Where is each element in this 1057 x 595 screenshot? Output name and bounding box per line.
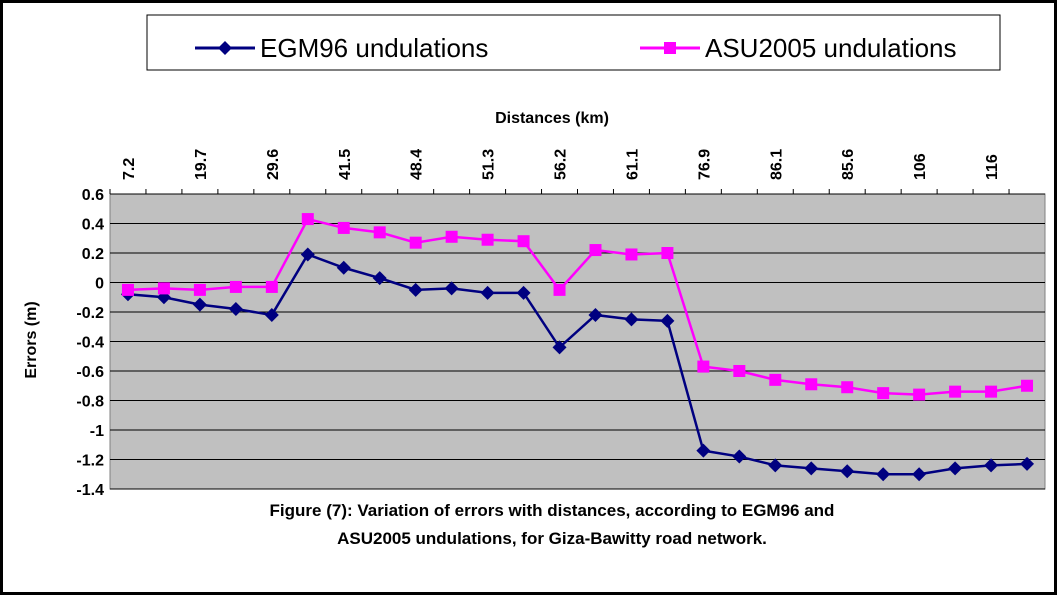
marker: [300, 247, 315, 262]
marker: [949, 385, 962, 398]
marker: [409, 236, 422, 249]
marker: [624, 312, 639, 327]
marker: [264, 307, 279, 322]
marker: [480, 285, 495, 300]
marker: [985, 385, 998, 398]
y-tick-label: -0.8: [76, 394, 104, 411]
x-tick-label: 85.6: [840, 149, 857, 180]
y-tick-label: -0.6: [76, 364, 104, 381]
caption: ASU2005 undulations, for Giza-Bawitty ro…: [337, 529, 767, 548]
x-tick-label: 86.1: [768, 149, 785, 180]
x-tick-label: 61.1: [624, 149, 641, 180]
marker: [336, 260, 351, 275]
caption: Figure (7): Variation of errors with dis…: [270, 501, 835, 520]
marker: [948, 461, 963, 476]
marker: [805, 378, 818, 391]
marker: [840, 464, 855, 479]
marker: [218, 41, 232, 55]
y-tick-label: 0.4: [82, 217, 104, 234]
marker: [876, 467, 891, 482]
marker: [588, 307, 603, 322]
marker: [732, 449, 747, 464]
marker: [625, 248, 638, 261]
y-tick-label: -1.2: [76, 453, 104, 470]
x-tick-label: 19.7: [193, 149, 210, 180]
marker: [445, 230, 458, 243]
x-tick-label: 41.5: [337, 149, 354, 180]
marker: [804, 461, 819, 476]
y-tick-label: 0.2: [82, 246, 104, 263]
marker: [408, 282, 423, 297]
marker: [192, 297, 207, 312]
marker: [984, 458, 999, 473]
x-tick-label: 48.4: [409, 149, 426, 180]
marker: [372, 271, 387, 286]
marker: [553, 283, 566, 296]
marker: [697, 360, 710, 373]
y-tick-label: 0: [95, 276, 104, 293]
marker: [193, 283, 206, 296]
x-tick-label: 56.2: [553, 149, 570, 180]
marker: [373, 226, 386, 239]
legend-label: ASU2005 undulations: [705, 33, 957, 63]
marker: [337, 221, 350, 234]
marker: [769, 373, 782, 386]
legend-label: EGM96 undulations: [260, 33, 488, 63]
x-axis-title: Distances (km): [495, 110, 609, 127]
x-tick-label: 76.9: [696, 149, 713, 180]
marker: [121, 283, 134, 296]
y-tick-label: -0.2: [76, 305, 104, 322]
marker: [913, 388, 926, 401]
marker: [301, 213, 314, 226]
marker: [516, 285, 531, 300]
marker: [1020, 456, 1035, 471]
marker: [1021, 379, 1034, 392]
x-tick-label: 29.6: [265, 149, 282, 180]
legend-box: [146, 14, 1001, 71]
marker: [661, 247, 674, 259]
marker: [265, 280, 278, 293]
y-tick-label: -1: [90, 423, 104, 440]
marker: [841, 381, 854, 394]
x-tick-label: 7.2: [121, 158, 138, 180]
marker: [517, 235, 530, 248]
marker: [733, 365, 746, 377]
marker: [664, 42, 676, 54]
marker: [444, 281, 459, 296]
marker: [660, 313, 675, 328]
x-tick-label: 116: [984, 154, 1001, 180]
marker: [481, 233, 494, 246]
marker: [229, 280, 242, 293]
marker: [877, 387, 890, 400]
x-tick-label: 51.3: [481, 149, 498, 180]
marker: [157, 282, 170, 295]
y-tick-label: -1.4: [76, 482, 104, 499]
marker: [228, 302, 243, 317]
marker: [589, 244, 602, 257]
marker: [912, 467, 927, 482]
y-tick-label: 0.6: [82, 187, 104, 204]
y-tick-label: -0.4: [76, 335, 104, 352]
marker: [696, 443, 711, 458]
marker: [768, 458, 783, 473]
marker: [552, 340, 567, 355]
y-axis-title: Errors (m): [23, 301, 40, 378]
x-tick-label: 106: [912, 153, 929, 180]
